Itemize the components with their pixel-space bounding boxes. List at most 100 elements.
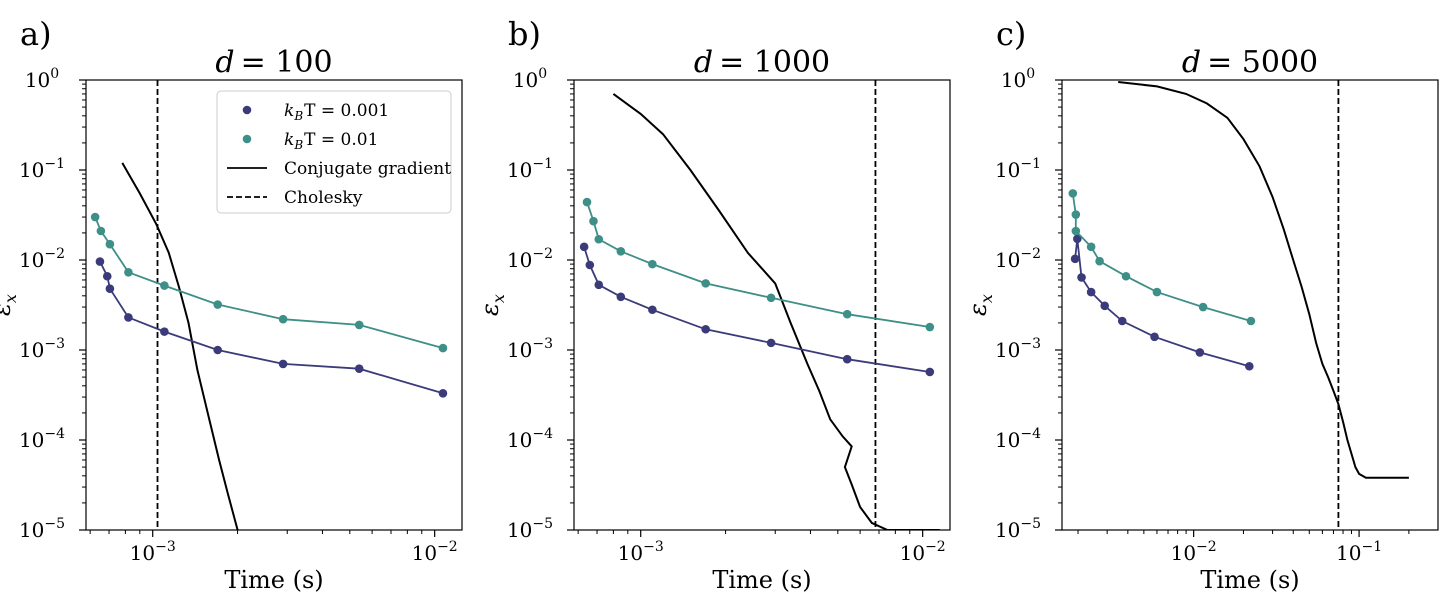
data-point-kT_001 xyxy=(925,322,935,332)
panel-title: d = 100 xyxy=(215,45,332,80)
y-tick-label: 100 xyxy=(25,66,59,92)
panel-letter: c) xyxy=(996,15,1026,53)
axes-frame xyxy=(573,79,951,531)
data-point-kT_0001 xyxy=(1070,254,1080,264)
x-tick-label: 10−3 xyxy=(618,539,664,565)
x-tick-label: 10−2 xyxy=(900,539,946,565)
series-line-kT_001 xyxy=(94,216,444,349)
data-point-kT_0001 xyxy=(102,271,112,281)
conjugate-gradient-line xyxy=(1118,81,1409,479)
legend: kBT = 0.001 kBT = 0.01 Conjugate gradient C… xyxy=(216,90,452,214)
data-point-kT_0001 xyxy=(1117,316,1127,326)
data-point-kT_001 xyxy=(213,300,222,309)
data-point-kT_001 xyxy=(842,309,852,319)
y-axis-title: εx xyxy=(476,294,508,316)
data-point-kT_0001 xyxy=(616,292,626,302)
data-point-kT_001 xyxy=(616,246,626,256)
data-point-kT_001 xyxy=(1152,287,1162,297)
legend-marker-kT_0001 xyxy=(242,105,252,115)
data-point-kT_001 xyxy=(354,320,364,330)
panel-b: 10−3 10−2 100 10−1 10−2 10−3 10−4 10−5 d = 1000 b)… xyxy=(476,15,951,594)
data-point-kT_001 xyxy=(90,212,100,222)
data-point-kT_0001 xyxy=(438,389,448,398)
data-point-kT_001 xyxy=(96,226,106,236)
conjugate-gradient-line xyxy=(612,93,940,530)
data-point-kT_001 xyxy=(438,343,448,353)
x-tick-label: 10−1 xyxy=(1336,539,1382,565)
data-point-kT_0001 xyxy=(1073,234,1082,244)
data-point-kT_001 xyxy=(1068,189,1078,198)
panel-title: d = 5000 xyxy=(1182,45,1318,80)
data-point-kT_001 xyxy=(589,216,598,226)
panel-title: d = 1000 xyxy=(694,45,830,80)
y-tick-label: 10−3 xyxy=(995,336,1041,362)
data-point-kT_001 xyxy=(766,293,776,303)
y-tick-label: 10−2 xyxy=(995,246,1041,272)
data-point-kT_0001 xyxy=(1245,361,1254,371)
data-point-kT_001 xyxy=(648,259,657,269)
data-point-kT_0001 xyxy=(579,242,589,252)
data-point-kT_0001 xyxy=(1100,301,1110,311)
y-tick-label: 100 xyxy=(1001,66,1035,92)
data-point-kT_0001 xyxy=(701,324,710,334)
y-tick-label: 10−1 xyxy=(995,156,1041,182)
plot-area xyxy=(90,80,448,530)
y-tick-label: 10−5 xyxy=(507,516,553,542)
legend-marker-kT_001 xyxy=(242,134,252,144)
data-point-kT_0001 xyxy=(278,359,288,369)
data-point-kT_001 xyxy=(1086,242,1096,252)
panel-letter: b) xyxy=(508,15,541,53)
data-point-kT_001 xyxy=(160,281,169,290)
x-axis-title: Time (s) xyxy=(712,566,811,594)
data-point-kT_001 xyxy=(1121,271,1131,281)
data-point-kT_0001 xyxy=(585,260,595,270)
data-point-kT_0001 xyxy=(766,338,776,348)
y-tick-label: 10−4 xyxy=(995,426,1041,452)
x-tick-label: 10−2 xyxy=(412,539,458,565)
y-tick-label: 10−4 xyxy=(507,426,553,452)
data-point-kT_0001 xyxy=(594,280,604,290)
y-tick-label: 10−2 xyxy=(507,246,553,272)
panel-a: 10−3 10−2 100 10−1 10−2 10−3 10−4 10−5 d = 100 a) T… xyxy=(0,15,463,594)
data-point-kT_001 xyxy=(1198,302,1208,312)
plot-area xyxy=(579,80,940,530)
data-point-kT_0001 xyxy=(105,284,115,293)
legend-label: kBT = 0.01 xyxy=(284,130,378,152)
y-tick-label: 10−3 xyxy=(19,336,65,362)
axes-frame xyxy=(85,79,463,531)
data-point-kT_001 xyxy=(1071,226,1081,236)
data-point-kT_0001 xyxy=(1150,332,1159,342)
data-point-kT_0001 xyxy=(925,367,935,377)
panel-c: 10−2 10−1 100 10−1 10−2 10−3 10−4 10−5 d = 5000 c)… xyxy=(964,15,1439,594)
axes-frame xyxy=(1061,79,1439,531)
y-tick-label: 100 xyxy=(513,66,547,92)
data-point-kT_001 xyxy=(1071,210,1081,219)
data-point-kT_0001 xyxy=(354,364,364,373)
conjugate-gradient-line xyxy=(121,162,239,530)
y-tick-label: 10−5 xyxy=(19,516,65,542)
data-point-kT_0001 xyxy=(160,327,169,336)
y-tick-label: 10−5 xyxy=(995,516,1041,542)
data-point-kT_001 xyxy=(594,234,604,244)
data-point-kT_001 xyxy=(1246,316,1256,326)
y-tick-label: 10−1 xyxy=(507,156,553,182)
y-tick-label: 10−3 xyxy=(507,336,553,362)
x-axis-title: Time (s) xyxy=(224,566,323,594)
legend-label: Cholesky xyxy=(284,188,363,208)
legend-frame xyxy=(216,90,452,214)
data-point-kT_001 xyxy=(278,314,288,324)
x-tick-label: 10−2 xyxy=(1171,539,1217,565)
data-point-kT_0001 xyxy=(1195,348,1205,357)
data-point-kT_0001 xyxy=(1086,287,1096,297)
x-tick-label: 10−3 xyxy=(130,539,176,565)
y-axis-title: εx xyxy=(0,294,20,316)
x-axis-title: Time (s) xyxy=(1200,566,1299,594)
data-point-kT_0001 xyxy=(95,257,105,266)
data-point-kT_0001 xyxy=(1077,273,1086,282)
plot-area xyxy=(1068,80,1409,530)
data-point-kT_001 xyxy=(124,268,133,277)
y-axis-title: εx xyxy=(964,294,996,316)
data-point-kT_001 xyxy=(582,197,592,207)
y-tick-label: 10−1 xyxy=(19,156,65,182)
data-point-kT_0001 xyxy=(213,345,222,355)
